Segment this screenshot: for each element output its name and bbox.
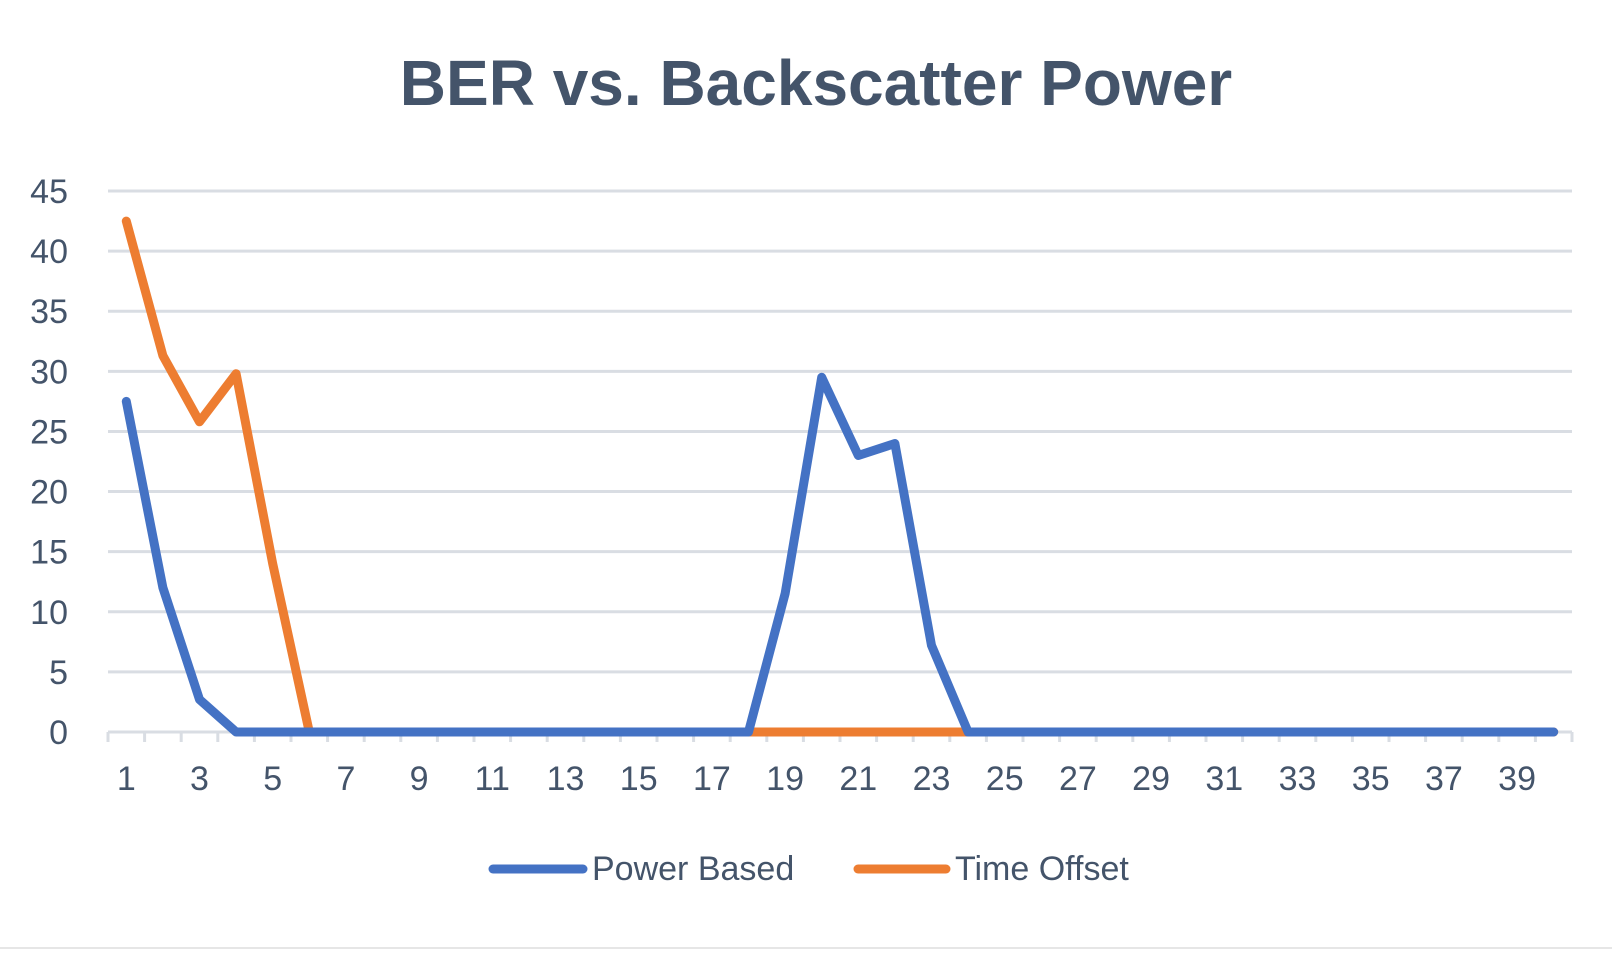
y-tick-label: 45 bbox=[30, 173, 68, 211]
x-tick-label: 25 bbox=[986, 760, 1024, 798]
x-tick-label: 21 bbox=[839, 760, 877, 798]
x-tick-label: 29 bbox=[1132, 760, 1170, 798]
y-tick-label: 0 bbox=[49, 714, 68, 752]
y-tick-label: 30 bbox=[30, 353, 68, 391]
series-lines bbox=[121, 216, 1559, 737]
x-tick-label: 19 bbox=[766, 760, 804, 798]
y-tick-label: 10 bbox=[30, 594, 68, 632]
y-tick-label: 20 bbox=[30, 474, 68, 512]
series-line-power-based bbox=[121, 372, 1559, 737]
x-tick-label: 13 bbox=[547, 760, 585, 798]
legend-label: Time Offset bbox=[955, 850, 1129, 888]
x-tick-label: 35 bbox=[1352, 760, 1390, 798]
x-tick-label: 9 bbox=[410, 760, 429, 798]
x-tick-label: 5 bbox=[263, 760, 282, 798]
x-tick-label: 31 bbox=[1205, 760, 1243, 798]
x-tick-label: 39 bbox=[1498, 760, 1536, 798]
x-tick-label: 23 bbox=[913, 760, 951, 798]
x-tick-label: 17 bbox=[693, 760, 731, 798]
x-tick-label: 11 bbox=[475, 760, 510, 798]
x-tick-label: 7 bbox=[336, 760, 355, 798]
chart-title: BER vs. Backscatter Power bbox=[400, 47, 1232, 119]
y-tick-label: 35 bbox=[30, 293, 68, 331]
x-tick-label: 1 bbox=[117, 760, 136, 798]
y-tick-label: 5 bbox=[49, 654, 68, 692]
series-line-time-offset bbox=[121, 216, 1559, 737]
x-tick-label: 33 bbox=[1279, 760, 1317, 798]
x-tick-label: 3 bbox=[190, 760, 209, 798]
legend-label: Power Based bbox=[592, 850, 794, 888]
x-tick-label: 27 bbox=[1059, 760, 1097, 798]
y-tick-label: 25 bbox=[30, 413, 68, 451]
x-tick-label: 37 bbox=[1425, 760, 1463, 798]
legend: Power Based Time Offset bbox=[488, 850, 1129, 888]
gridlines bbox=[108, 189, 1572, 674]
x-tick-label: 15 bbox=[620, 760, 658, 798]
y-tick-label: 15 bbox=[30, 534, 68, 572]
y-tick-label: 40 bbox=[30, 233, 68, 271]
